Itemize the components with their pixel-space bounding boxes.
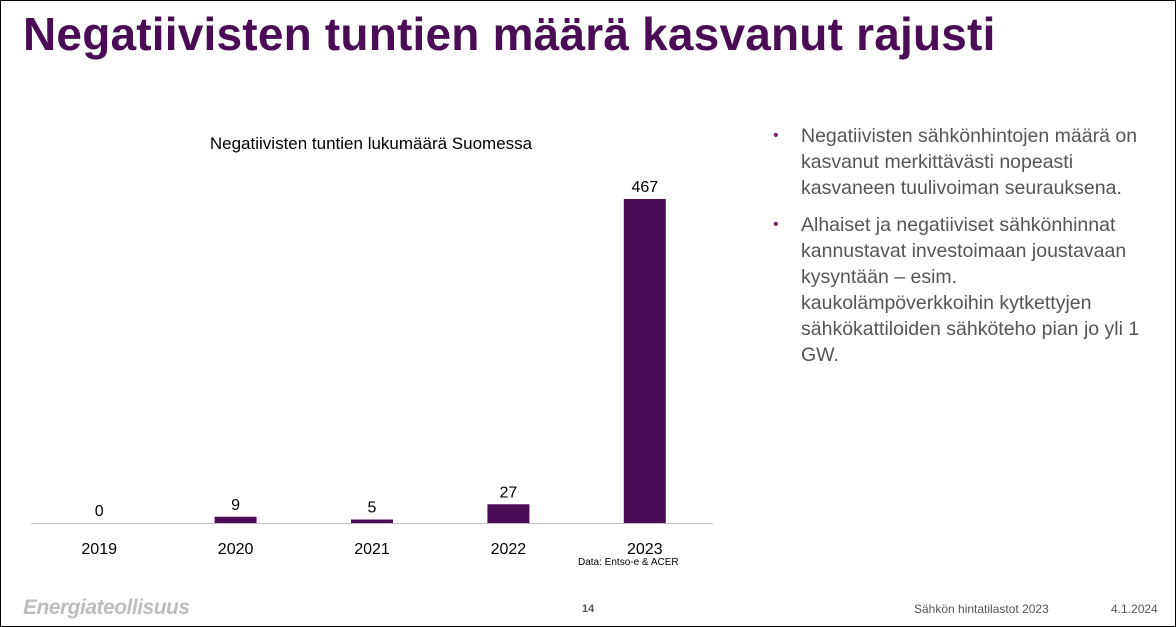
data-label-2021: 5	[368, 500, 377, 517]
footer-date: 4.1.2024	[1111, 602, 1158, 616]
page-number: 14	[582, 603, 595, 615]
data-label-2022: 27	[500, 484, 518, 501]
slide-title: Negatiivisten tuntien määrä kasvanut raj…	[23, 8, 996, 60]
bullet-dot-icon: •	[773, 127, 779, 144]
bullet-text: Alhaiset ja negatiiviset sähkönhinnat ka…	[801, 214, 1140, 366]
bullet-item: • Alhaiset ja negatiiviset sähkönhinnat …	[773, 212, 1153, 368]
x-tick-label-2019: 2019	[81, 541, 117, 558]
bullet-text: Negatiivisten sähkönhintojen määrä on ka…	[801, 125, 1138, 199]
bar-2021	[351, 519, 393, 523]
bar-chart: 0 2019 9 2020 5 2021 27 2022 467 2023	[31, 179, 713, 558]
x-tick-label-2023: 2023	[627, 541, 663, 558]
x-tick-label-2020: 2020	[218, 541, 254, 558]
data-label-2023: 467	[631, 179, 658, 196]
footer-presentation-title: Sähkön hintatilastot 2023	[914, 602, 1049, 616]
data-label-2019: 0	[95, 503, 104, 520]
bullet-item: • Negatiivisten sähkönhintojen määrä on …	[773, 123, 1153, 201]
energiateollisuus-logo: Energiateollisuus	[23, 596, 190, 619]
x-tick-label-2022: 2022	[491, 541, 527, 558]
bullet-dot-icon: •	[773, 216, 779, 233]
bullet-list: • Negatiivisten sähkönhintojen määrä on …	[773, 123, 1153, 379]
data-label-2020: 9	[231, 497, 240, 514]
bar-2020	[214, 516, 257, 523]
source-note: Data: Entso-e & ACER	[578, 557, 679, 568]
bar-2022	[487, 504, 530, 523]
bar-2023	[623, 199, 666, 523]
chart-title: Negatiivisten tuntien lukumäärä Suomessa	[209, 134, 533, 153]
x-tick-label-2021: 2021	[354, 541, 390, 558]
